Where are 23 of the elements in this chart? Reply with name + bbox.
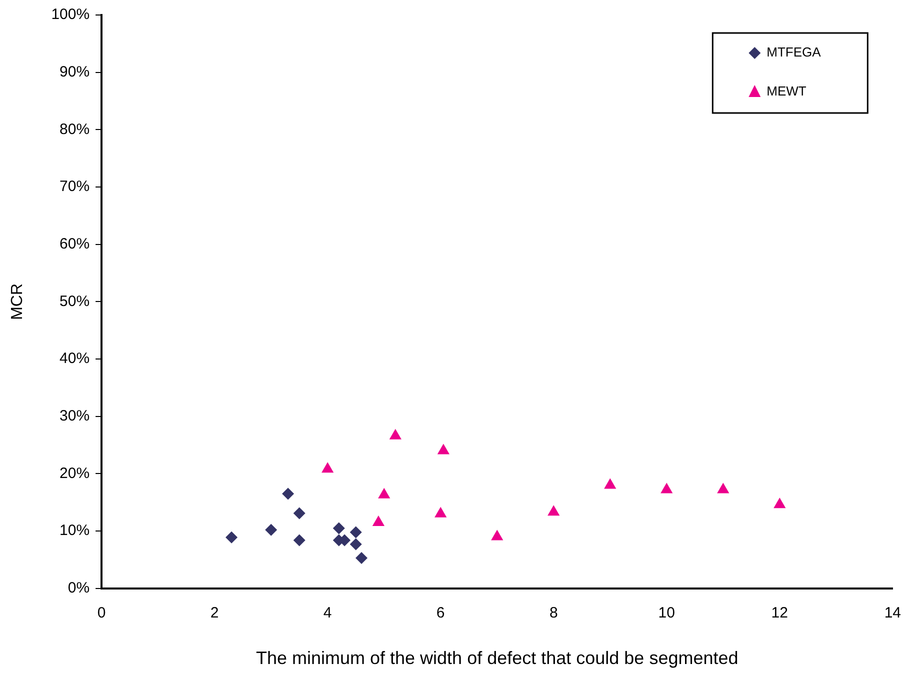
- x-tick-label: 10: [658, 604, 675, 622]
- y-tick-label: 80%: [60, 120, 90, 138]
- x-tick-label: 14: [884, 604, 901, 622]
- y-axis-title: MCR: [9, 283, 26, 320]
- y-tick-label: 0%: [68, 580, 90, 597]
- x-tick-label: 0: [97, 604, 106, 622]
- y-tick-label: 100%: [51, 6, 90, 24]
- x-tick-label: 12: [771, 604, 788, 622]
- legend-label: MTFEGA: [766, 44, 822, 60]
- y-tick-label: 90%: [60, 63, 90, 80]
- x-tick-label: 2: [210, 604, 219, 622]
- legend-label: MEWT: [766, 84, 806, 99]
- y-tick-label: 20%: [60, 464, 90, 482]
- x-tick-label: 6: [436, 604, 445, 622]
- y-tick-label: 70%: [60, 178, 90, 196]
- x-axis-title: The minimum of the width of defect that could be segmented: [256, 648, 738, 668]
- y-tick-label: 10%: [60, 522, 90, 540]
- y-tick-label: 30%: [60, 408, 90, 425]
- y-tick-label: 50%: [60, 292, 90, 310]
- y-tick-label: 60%: [60, 236, 90, 252]
- x-tick-label: 8: [549, 604, 558, 622]
- x-tick-label: 4: [323, 604, 332, 622]
- y-tick-label: 40%: [60, 350, 90, 368]
